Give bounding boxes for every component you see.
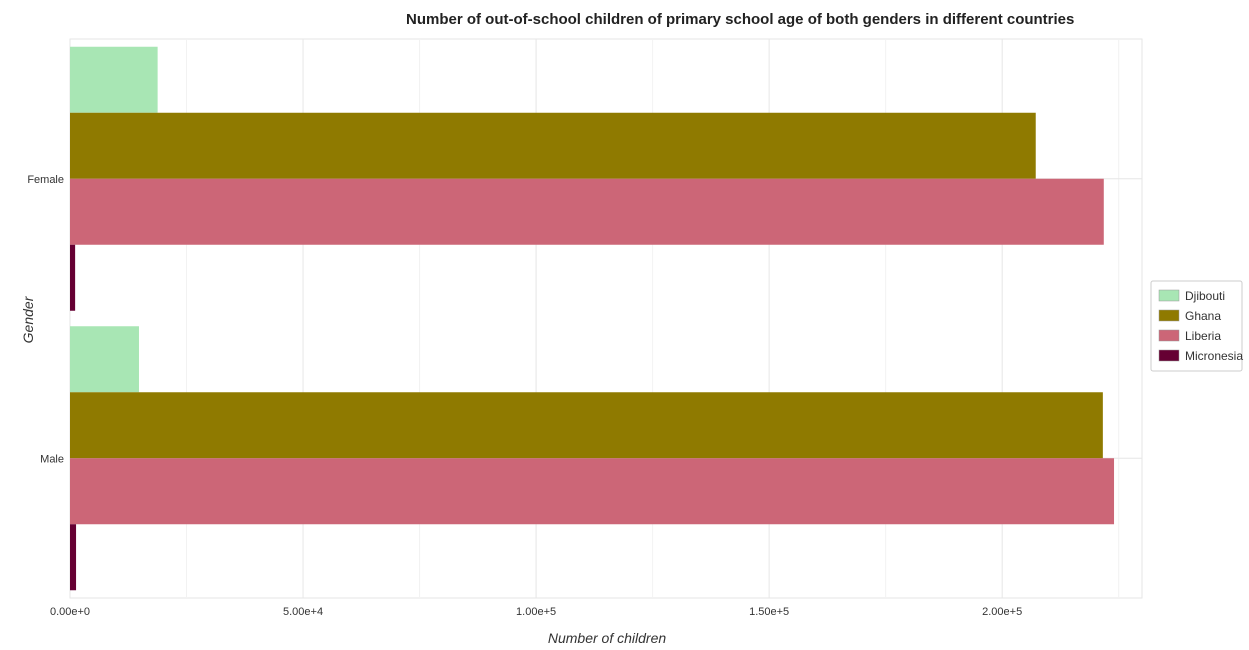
legend-label: Ghana xyxy=(1185,309,1221,323)
y-axis-label: Gender xyxy=(20,295,36,343)
x-tick-label: 0.00e+0 xyxy=(50,606,90,618)
y-tick-label: Female xyxy=(27,174,64,186)
bar-liberia-female xyxy=(70,178,1104,245)
x-tick-label: 1.00e+5 xyxy=(516,606,556,618)
x-ticks: 0.00e+0 5.00e+4 1.00e+5 1.50e+5 2.00e+5 xyxy=(50,606,1022,618)
y-tick-label: Male xyxy=(40,453,64,465)
legend-swatch xyxy=(1158,309,1180,322)
bar-micronesia-female xyxy=(70,244,76,311)
bar-liberia-male xyxy=(70,458,1115,525)
x-tick-label: 2.00e+5 xyxy=(982,606,1022,618)
bar-djibouti-male xyxy=(70,326,139,393)
legend-box xyxy=(1150,280,1243,372)
legend-label: Djibouti xyxy=(1185,289,1225,303)
x-tick-label: 5.00e+4 xyxy=(283,606,323,618)
legend: Djibouti Ghana Liberia Micronesia xyxy=(1150,280,1243,372)
y-ticks: Female Male xyxy=(27,174,64,466)
legend-swatch xyxy=(1158,329,1180,342)
legend-swatch xyxy=(1158,289,1180,302)
x-tick-label: 1.50e+5 xyxy=(749,606,789,618)
bar-ghana-male xyxy=(70,392,1103,459)
bar-djibouti-female xyxy=(70,46,158,113)
bar-ghana-female xyxy=(70,112,1036,179)
legend-label: Liberia xyxy=(1185,329,1221,343)
legend-swatch xyxy=(1158,349,1180,362)
bars xyxy=(70,46,1115,591)
legend-label: Micronesia xyxy=(1185,349,1243,363)
bar-micronesia-male xyxy=(70,524,77,591)
chart-title: Number of out-of-school children of prim… xyxy=(406,11,1074,28)
x-axis-label: Number of children xyxy=(548,630,666,646)
